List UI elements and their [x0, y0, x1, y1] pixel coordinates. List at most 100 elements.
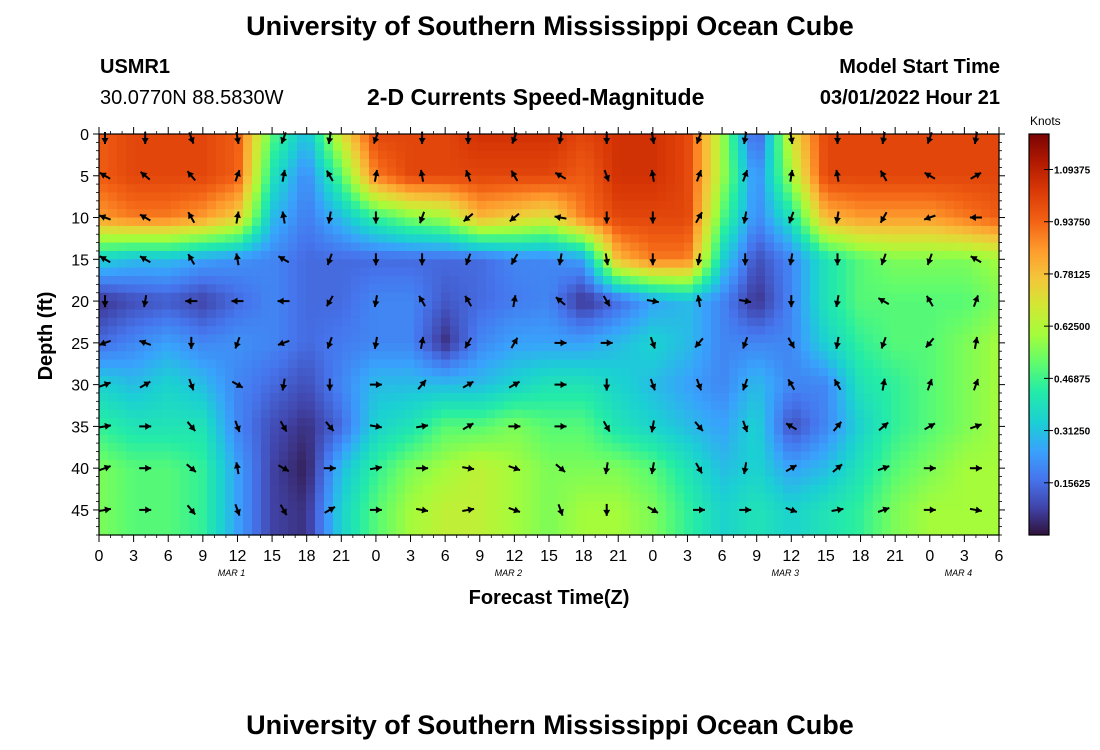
- heat-cell: [549, 217, 559, 227]
- heat-cell: [873, 217, 883, 227]
- heat-cell: [117, 225, 127, 235]
- heat-cell: [837, 134, 847, 143]
- heat-cell: [810, 292, 820, 302]
- heat-cell: [486, 359, 496, 369]
- heat-cell: [135, 401, 145, 411]
- heat-cell: [243, 409, 253, 419]
- heat-cell: [855, 142, 865, 152]
- heat-cell: [216, 384, 226, 394]
- heat-cell: [828, 518, 838, 528]
- heat-cell: [414, 309, 424, 319]
- heat-cell: [378, 225, 388, 235]
- heat-cell: [360, 159, 370, 169]
- heat-cell: [180, 418, 190, 427]
- heat-cell: [990, 142, 1000, 152]
- heat-cell: [432, 334, 442, 344]
- heat-cell: [972, 409, 982, 419]
- heat-cell: [441, 225, 451, 235]
- heat-cell: [729, 167, 739, 177]
- heat-cell: [576, 418, 586, 427]
- heat-cell: [171, 200, 181, 210]
- heat-cell: [243, 134, 253, 143]
- heat-cell: [279, 259, 289, 269]
- heat-cell: [747, 476, 757, 486]
- heat-cell: [666, 267, 676, 277]
- heat-cell: [891, 518, 901, 528]
- heat-cell: [144, 468, 154, 478]
- heat-cell: [882, 443, 892, 453]
- heat-cell: [927, 134, 937, 143]
- heat-cell: [297, 159, 307, 169]
- heat-cell: [558, 200, 568, 210]
- heat-cell: [612, 192, 622, 202]
- heat-cell: [162, 451, 172, 461]
- heat-cell: [801, 451, 811, 461]
- heat-cell: [882, 184, 892, 194]
- heat-cell: [414, 451, 424, 461]
- heat-cell: [684, 292, 694, 302]
- heat-cell: [459, 259, 469, 269]
- heat-cell: [468, 276, 478, 285]
- heat-cell: [801, 426, 811, 436]
- heat-cell: [954, 142, 964, 152]
- heat-cell: [666, 192, 676, 202]
- heat-cell: [360, 200, 370, 210]
- heat-cell: [207, 234, 217, 244]
- heat-cell: [468, 192, 478, 202]
- current-arrow: [462, 212, 474, 223]
- heat-cell: [639, 267, 649, 277]
- heat-cell: [756, 142, 766, 152]
- heat-cell: [882, 468, 892, 478]
- heat-cell: [891, 493, 901, 503]
- heat-cell: [423, 426, 433, 436]
- heat-cell: [288, 392, 298, 402]
- heat-cell: [405, 309, 415, 319]
- heat-cell: [387, 468, 397, 478]
- heat-cell: [909, 309, 919, 319]
- heat-cell: [963, 451, 973, 461]
- heat-cell: [459, 267, 469, 277]
- heat-cell: [324, 443, 334, 453]
- heat-cell: [360, 518, 370, 528]
- heat-cell: [522, 459, 532, 469]
- heat-cell: [306, 501, 316, 511]
- heat-cell: [162, 418, 172, 427]
- heat-cell: [819, 376, 829, 386]
- heat-cell: [657, 476, 667, 486]
- heat-cell: [756, 451, 766, 461]
- heat-cell: [612, 342, 622, 352]
- heat-cell: [612, 418, 622, 427]
- heat-cell: [459, 326, 469, 336]
- heat-cell: [135, 334, 145, 344]
- heat-cell: [297, 409, 307, 419]
- heat-cell: [378, 392, 388, 402]
- heat-cell: [126, 334, 136, 344]
- heat-cell: [918, 217, 928, 227]
- heat-cell: [810, 259, 820, 269]
- heat-cell: [639, 426, 649, 436]
- heat-cell: [144, 276, 154, 285]
- heat-cell: [324, 200, 334, 210]
- heat-cell: [216, 351, 226, 361]
- heat-cell: [513, 192, 523, 202]
- heat-cell: [459, 476, 469, 486]
- heat-cell: [126, 200, 136, 210]
- heat-cell: [891, 459, 901, 469]
- heat-cell: [756, 468, 766, 478]
- heat-cell: [207, 175, 217, 185]
- heat-cell: [135, 150, 145, 160]
- heat-cell: [783, 392, 793, 402]
- heat-cell: [927, 409, 937, 419]
- heat-cell: [396, 209, 406, 219]
- heat-cell: [396, 159, 406, 169]
- heat-cell: [774, 426, 784, 436]
- heat-cell: [504, 159, 514, 169]
- heat-cell: [243, 359, 253, 369]
- heat-cell: [378, 493, 388, 503]
- heat-cell: [342, 309, 352, 319]
- heat-cell: [675, 192, 685, 202]
- heat-cell: [171, 351, 181, 361]
- heat-cell: [387, 292, 397, 302]
- heat-cell: [549, 317, 559, 327]
- heat-cell: [621, 134, 631, 143]
